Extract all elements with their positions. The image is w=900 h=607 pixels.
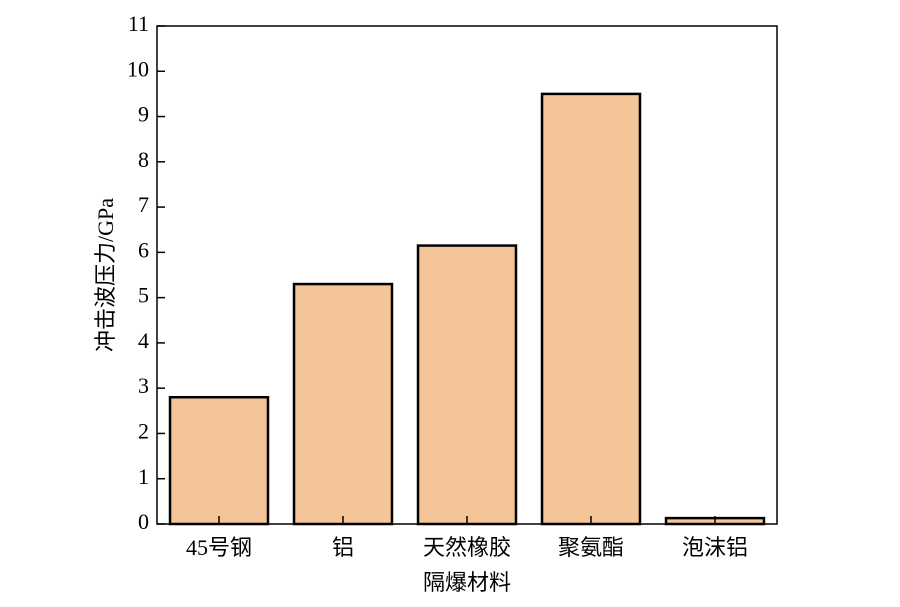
y-tick-label: 8: [138, 147, 149, 172]
x-tick-label: 泡沫铝: [682, 535, 748, 560]
y-tick-label: 11: [128, 11, 149, 36]
y-tick-label: 4: [138, 328, 149, 353]
x-tick-label: 天然橡胶: [423, 535, 511, 560]
x-tick-label: 聚氨酯: [558, 535, 624, 560]
x-tick-label: 45号钢: [186, 535, 252, 560]
y-axis-label: 冲击波压力/GPa: [93, 198, 118, 352]
y-tick-label: 9: [138, 102, 149, 127]
y-tick-label: 2: [138, 419, 149, 444]
bar: [168, 395, 270, 526]
x-axis-label: 隔爆材料: [423, 570, 511, 595]
y-tick-label: 6: [138, 237, 149, 262]
y-tick-label: 3: [138, 373, 149, 398]
bar: [416, 244, 518, 526]
bar: [292, 282, 394, 526]
y-tick-label: 5: [138, 283, 149, 308]
bar: [540, 92, 642, 526]
y-tick-label: 0: [138, 509, 149, 534]
y-tick-label: 7: [138, 192, 149, 217]
y-tick-label: 10: [127, 56, 149, 81]
y-tick-label: 1: [138, 464, 149, 489]
x-tick-label: 铝: [332, 535, 354, 560]
